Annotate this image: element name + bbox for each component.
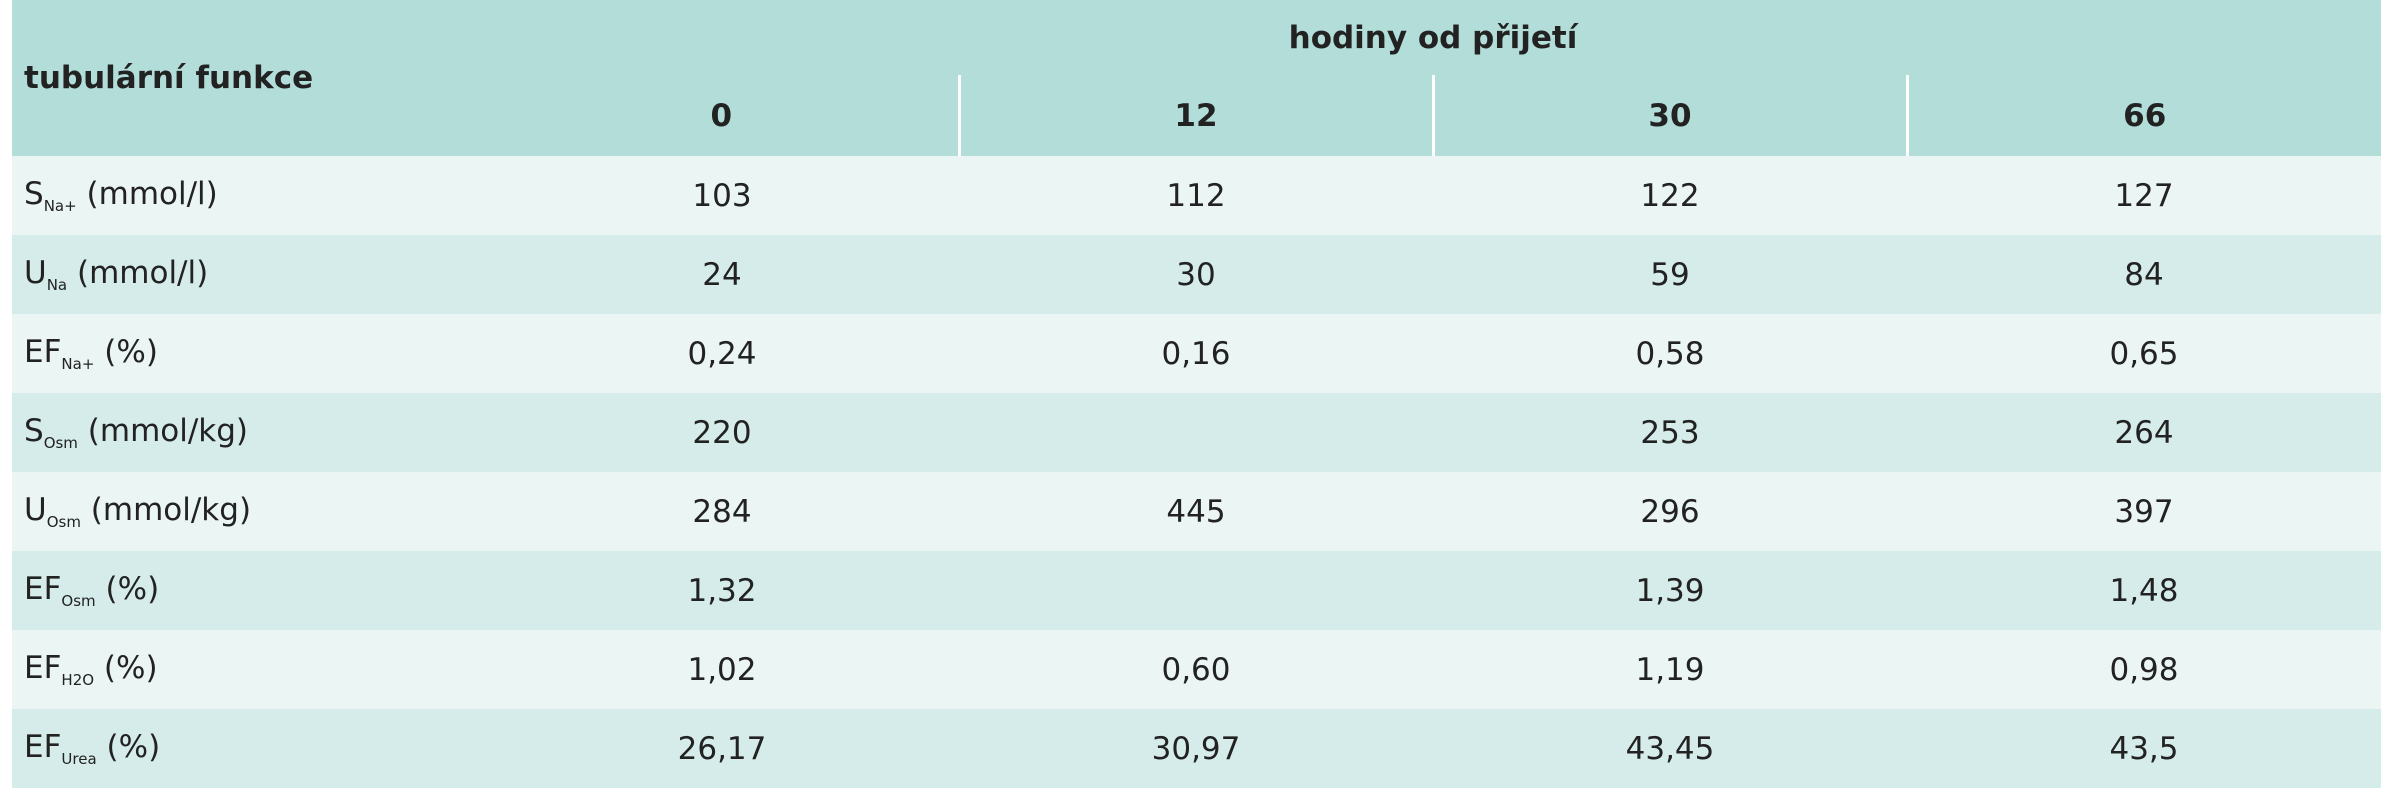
- value-cell: 220: [485, 393, 959, 472]
- row-label: EFUrea (%): [12, 709, 485, 788]
- value-cell: 103: [485, 156, 959, 235]
- label-unit: (mmol/l): [86, 175, 218, 212]
- label-unit: (%): [106, 728, 161, 765]
- row-label: EFOsm (%): [12, 551, 485, 630]
- value-cell: 127: [1907, 156, 2381, 235]
- table-row: UOsm (mmol/kg) 284 445 296 397: [12, 472, 2381, 551]
- value-cell: 0,98: [1907, 630, 2381, 709]
- corner-header: tubulární funkce: [12, 0, 485, 156]
- label-subscript: Osm: [43, 434, 78, 453]
- value-cell: 296: [1433, 472, 1907, 551]
- value-cell: 253: [1433, 393, 1907, 472]
- value-cell: 122: [1433, 156, 1907, 235]
- value-cell: 0,24: [485, 314, 959, 393]
- value-cell: 0,60: [959, 630, 1433, 709]
- label-subscript: Urea: [61, 750, 97, 769]
- value-cell: 0,16: [959, 314, 1433, 393]
- value-cell: 1,19: [1433, 630, 1907, 709]
- value-cell: 30,97: [959, 709, 1433, 788]
- value-cell: 1,02: [485, 630, 959, 709]
- column-header: 0: [485, 75, 959, 156]
- label-unit: (%): [103, 649, 158, 686]
- column-header: 12: [957, 75, 1433, 156]
- value-cell: 397: [1907, 472, 2381, 551]
- value-cell: 1,48: [1907, 551, 2381, 630]
- value-cell: 284: [485, 472, 959, 551]
- label-subscript: H2O: [61, 671, 95, 690]
- label-subscript: Na+: [61, 355, 95, 374]
- label-symbol: EF: [24, 570, 62, 607]
- label-symbol: U: [24, 254, 47, 291]
- row-label: SNa+ (mmol/l): [12, 156, 485, 235]
- label-symbol: S: [24, 175, 44, 212]
- table-row: EFUrea (%) 26,17 30,97 43,45 43,5: [12, 709, 2381, 788]
- label-subscript: Osm: [46, 513, 81, 532]
- column-header: 30: [1431, 75, 1907, 156]
- table-row: EFH2O (%) 1,02 0,60 1,19 0,98: [12, 630, 2381, 709]
- value-cell: 112: [959, 156, 1433, 235]
- value-cell: 264: [1907, 393, 2381, 472]
- table-row: UNa (mmol/l) 24 30 59 84: [12, 235, 2381, 314]
- value-cell: 59: [1433, 235, 1907, 314]
- label-unit: (mmol/kg): [87, 412, 249, 449]
- label-subscript: Na: [46, 276, 68, 295]
- group-header: hodiny od přijetí: [485, 0, 2381, 75]
- value-cell: 30: [959, 235, 1433, 314]
- label-unit: (mmol/l): [76, 254, 209, 291]
- label-symbol: EF: [24, 333, 62, 370]
- row-label: UNa (mmol/l): [12, 235, 485, 314]
- label-symbol: EF: [24, 728, 62, 765]
- value-cell: 43,45: [1433, 709, 1907, 788]
- value-cell: 0,58: [1433, 314, 1907, 393]
- table-row: SOsm (mmol/kg) 220 253 264: [12, 393, 2381, 472]
- value-cell: 0,65: [1907, 314, 2381, 393]
- value-cell: 84: [1907, 235, 2381, 314]
- label-symbol: S: [24, 412, 44, 449]
- value-cell: 43,5: [1907, 709, 2381, 788]
- label-unit: (%): [104, 333, 158, 370]
- column-header: 66: [1905, 75, 2381, 156]
- label-unit: (%): [105, 570, 160, 607]
- label-unit: (mmol/kg): [90, 491, 252, 528]
- label-symbol: EF: [24, 649, 62, 686]
- row-label: EFH2O (%): [12, 630, 485, 709]
- label-symbol: U: [24, 491, 47, 528]
- value-cell: 445: [959, 472, 1433, 551]
- label-subscript: Na+: [43, 197, 77, 216]
- table-row: EFOsm (%) 1,32 1,39 1,48: [12, 551, 2381, 630]
- label-subscript: Osm: [61, 592, 96, 611]
- row-label: EFNa+ (%): [12, 314, 485, 393]
- row-label: UOsm (mmol/kg): [12, 472, 485, 551]
- value-cell: 26,17: [485, 709, 959, 788]
- empty-cell: [959, 551, 1433, 630]
- value-cell: 1,32: [485, 551, 959, 630]
- value-cell: 1,39: [1433, 551, 1907, 630]
- data-table: tubulární funkce hodiny od přijetí 0 12 30…: [12, 0, 2381, 788]
- value-cell: 24: [485, 235, 959, 314]
- table-row: EFNa+ (%) 0,24 0,16 0,58 0,65: [12, 314, 2381, 393]
- row-label: SOsm (mmol/kg): [12, 393, 485, 472]
- table-row: SNa+ (mmol/l) 103 112 122 127: [12, 156, 2381, 235]
- empty-cell: [959, 393, 1433, 472]
